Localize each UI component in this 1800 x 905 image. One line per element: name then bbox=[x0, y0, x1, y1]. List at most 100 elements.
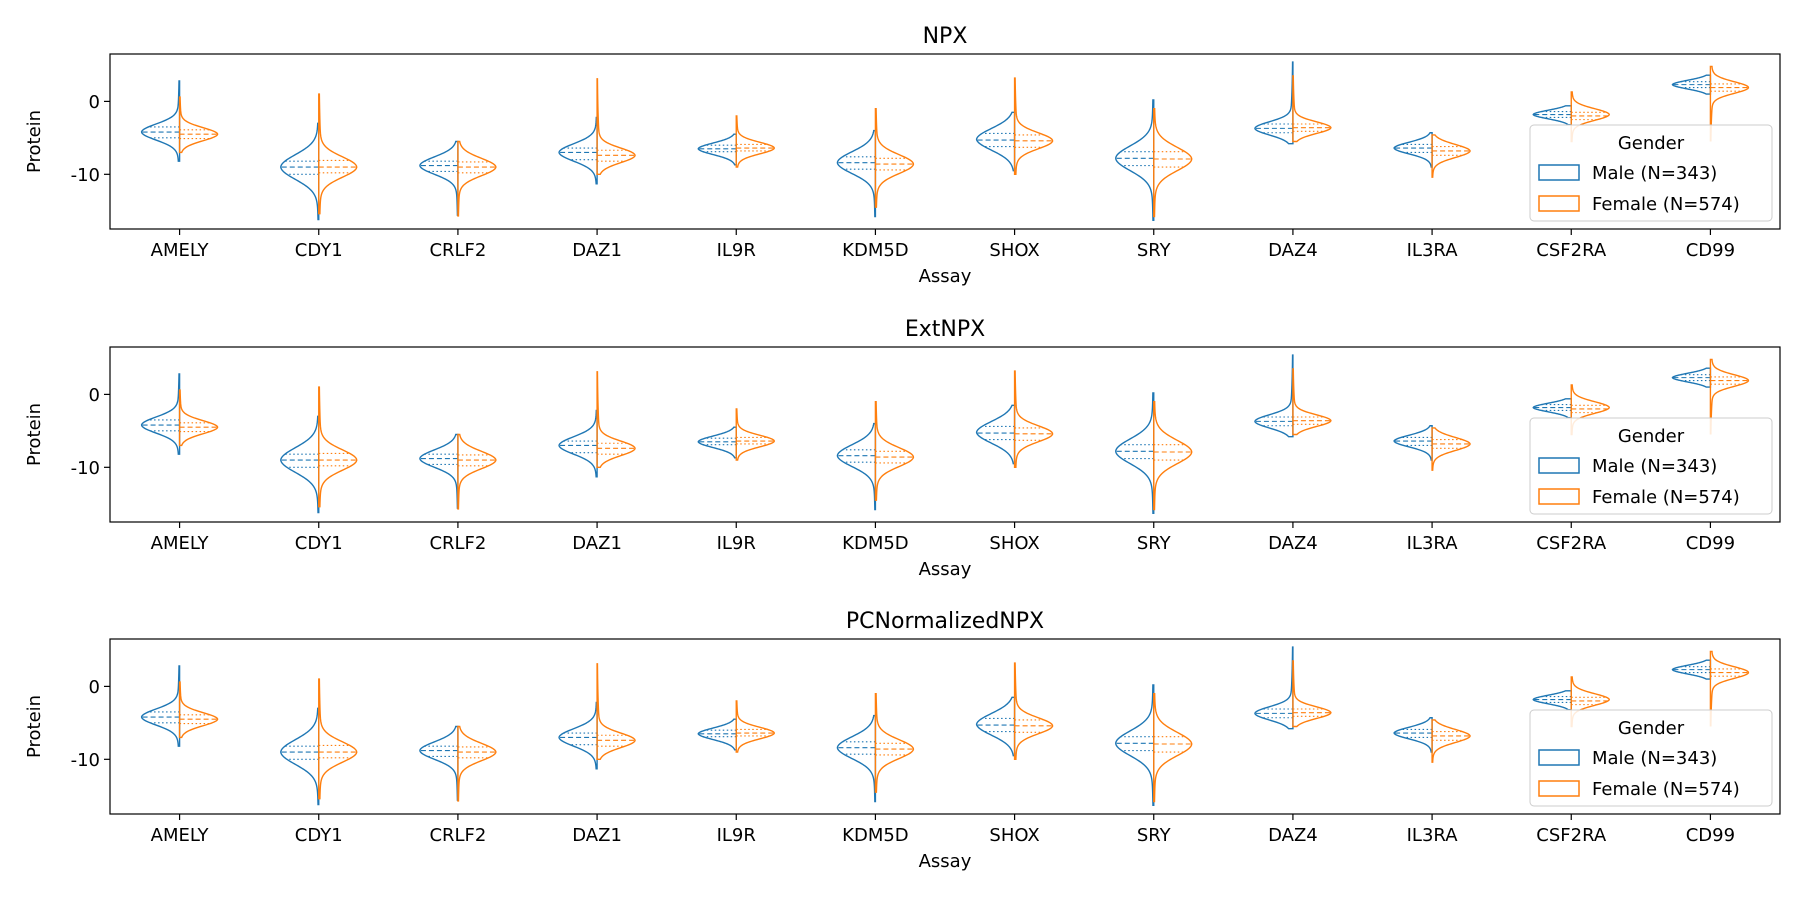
violin-half-male bbox=[419, 725, 459, 801]
violin-half-female bbox=[178, 389, 219, 447]
legend-swatch-female bbox=[1538, 195, 1580, 212]
legend-swatch-male bbox=[1538, 749, 1580, 766]
violin-half-female bbox=[178, 681, 219, 739]
violin-half-male bbox=[1254, 61, 1294, 145]
x-tick-label: IL9R bbox=[717, 533, 756, 554]
violin-half-male bbox=[140, 373, 181, 455]
violin-half-male bbox=[280, 122, 320, 221]
x-tick-label: SRY bbox=[1137, 533, 1172, 554]
violin-half-female bbox=[318, 386, 358, 508]
violin-half-female bbox=[735, 700, 775, 753]
legend: Gender Male (N=343) Female (N=574) bbox=[1529, 417, 1773, 515]
violin-half-male bbox=[975, 111, 1016, 172]
x-tick-label: KDM5D bbox=[842, 240, 909, 261]
legend-box bbox=[1529, 417, 1773, 515]
violin-half-female bbox=[596, 371, 636, 469]
violin-half-female bbox=[178, 96, 219, 154]
violin-half-male bbox=[697, 133, 737, 166]
legend-label-male: Male (N=343) bbox=[1592, 456, 1717, 477]
y-tick-label: 0 bbox=[89, 92, 100, 113]
violin-half-male bbox=[558, 116, 598, 185]
axes-frame bbox=[109, 638, 1781, 815]
violin-half-male bbox=[1393, 717, 1433, 753]
panel-3: PCNormalizedNPX 0 -10 Protein AMELY CDY1 CRLF2… bbox=[24, 609, 1781, 872]
legend-title: Gender bbox=[1618, 718, 1685, 739]
violin-half-female bbox=[1292, 660, 1332, 728]
x-tick-label: DAZ4 bbox=[1268, 240, 1318, 261]
legend-swatch-male bbox=[1538, 457, 1580, 474]
violin-half-male bbox=[419, 433, 459, 509]
y-axis-label: Protein bbox=[24, 695, 45, 758]
panel-2: ExtNPX 0 -10 Protein AMELY CDY1 CRLF2 DAZ1 IL9R K… bbox=[24, 317, 1781, 580]
legend-label-female: Female (N=574) bbox=[1592, 194, 1740, 215]
x-tick-label: CDY1 bbox=[295, 533, 343, 554]
x-tick-label: DAZ1 bbox=[572, 240, 622, 261]
violin-half-female bbox=[874, 107, 915, 208]
violin-half-male bbox=[280, 707, 320, 806]
legend-label-female: Female (N=574) bbox=[1592, 779, 1740, 800]
violin-half-male bbox=[975, 696, 1016, 757]
x-tick-label: CRLF2 bbox=[429, 825, 486, 846]
violin-half-female bbox=[457, 725, 497, 802]
violin-half-female bbox=[874, 400, 915, 501]
panel-title: ExtNPX bbox=[905, 317, 985, 342]
violin-half-male bbox=[1532, 105, 1572, 126]
x-tick-label: CSF2RA bbox=[1536, 240, 1607, 261]
legend: Gender Male (N=343) Female (N=574) bbox=[1529, 124, 1773, 222]
y-tick-label: -10 bbox=[71, 458, 100, 479]
violin-half-female bbox=[1431, 134, 1471, 178]
y-tick-label: -10 bbox=[71, 165, 100, 186]
violin-half-male bbox=[1532, 690, 1572, 711]
axes-frame bbox=[109, 53, 1781, 230]
violin-half-female bbox=[1153, 400, 1193, 511]
violin-half-male bbox=[1671, 659, 1712, 680]
violin-half-male bbox=[1532, 398, 1572, 419]
violin-half-female bbox=[596, 78, 636, 176]
violin-half-male bbox=[1254, 354, 1294, 438]
x-tick-label: CD99 bbox=[1686, 533, 1735, 554]
x-tick-label: SRY bbox=[1137, 825, 1172, 846]
legend-swatch-female bbox=[1538, 780, 1580, 797]
panel-title: NPX bbox=[923, 24, 968, 49]
x-axis-label: Assay bbox=[919, 851, 972, 872]
violin-half-male bbox=[419, 140, 459, 216]
x-tick-label: CDY1 bbox=[295, 240, 343, 261]
violin-half-female bbox=[1292, 368, 1332, 436]
x-tick-label: CSF2RA bbox=[1536, 825, 1607, 846]
x-axis-label: Assay bbox=[919, 266, 972, 287]
y-tick-label: 0 bbox=[89, 385, 100, 406]
legend-swatch-female bbox=[1538, 488, 1580, 505]
panel-title: PCNormalizedNPX bbox=[846, 609, 1044, 634]
violin-half-female bbox=[1153, 107, 1193, 218]
x-tick-label: DAZ1 bbox=[572, 825, 622, 846]
violin-half-female bbox=[457, 140, 497, 217]
violin-half-female bbox=[1013, 370, 1054, 469]
violin-half-female bbox=[1153, 692, 1193, 803]
x-tick-label: SHOX bbox=[989, 825, 1039, 846]
violin-half-male bbox=[1393, 132, 1433, 168]
x-tick-label: IL9R bbox=[717, 825, 756, 846]
violin-half-female bbox=[1431, 719, 1471, 763]
legend-box bbox=[1529, 124, 1773, 222]
x-tick-label: SHOX bbox=[989, 240, 1039, 261]
violin-half-female bbox=[735, 408, 775, 461]
x-tick-label: SHOX bbox=[989, 533, 1039, 554]
x-tick-label: IL3RA bbox=[1407, 240, 1459, 261]
legend-title: Gender bbox=[1618, 426, 1685, 447]
x-tick-label: IL3RA bbox=[1407, 825, 1459, 846]
violin-half-male bbox=[1115, 684, 1155, 806]
violin-half-male bbox=[836, 714, 877, 803]
y-axis-label: Protein bbox=[24, 110, 45, 173]
x-tick-label: CRLF2 bbox=[429, 533, 486, 554]
x-tick-label: CSF2RA bbox=[1536, 533, 1607, 554]
legend-label-male: Male (N=343) bbox=[1592, 748, 1717, 769]
violin-half-male bbox=[280, 415, 320, 514]
violin-half-female bbox=[735, 115, 775, 168]
violin-half-male bbox=[1115, 392, 1155, 514]
violin-half-male bbox=[558, 701, 598, 770]
x-tick-label: CDY1 bbox=[295, 825, 343, 846]
violin-half-male bbox=[140, 665, 181, 747]
violin-half-male bbox=[975, 404, 1016, 465]
